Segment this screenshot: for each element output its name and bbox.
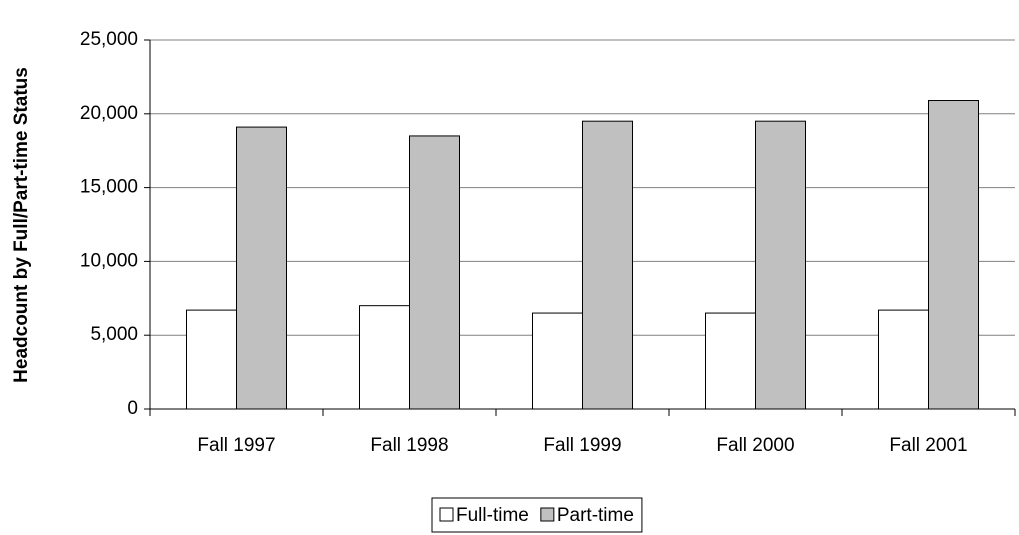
y-tick-label: 5,000 [90,324,138,345]
bar [236,126,287,410]
bar [705,312,756,410]
bar [928,100,979,410]
x-tick-label: Fall 1998 [370,435,448,456]
legend-swatch [540,507,555,522]
legend-label: Part-time [557,505,634,526]
bar [878,309,929,410]
bar [359,305,410,410]
legend-swatch [439,507,454,522]
x-tick-label: Fall 1999 [543,435,621,456]
bar [532,312,583,410]
x-tick-label: Fall 1997 [197,435,275,456]
legend-label: Full-time [456,505,529,526]
y-tick-label: 20,000 [80,103,138,124]
bar [409,135,460,410]
x-tick-label: Fall 2001 [889,435,967,456]
y-tick-label: 25,000 [80,29,138,50]
x-tick-label: Fall 2000 [716,435,794,456]
y-tick-label: 0 [127,398,138,419]
bar [186,309,237,410]
y-axis-label: Headcount by Full/Part-time Status [11,67,32,383]
bar [582,120,633,410]
bar [755,120,806,410]
legend-box [431,497,643,533]
y-tick-label: 10,000 [80,250,138,271]
y-tick-label: 15,000 [80,177,138,198]
